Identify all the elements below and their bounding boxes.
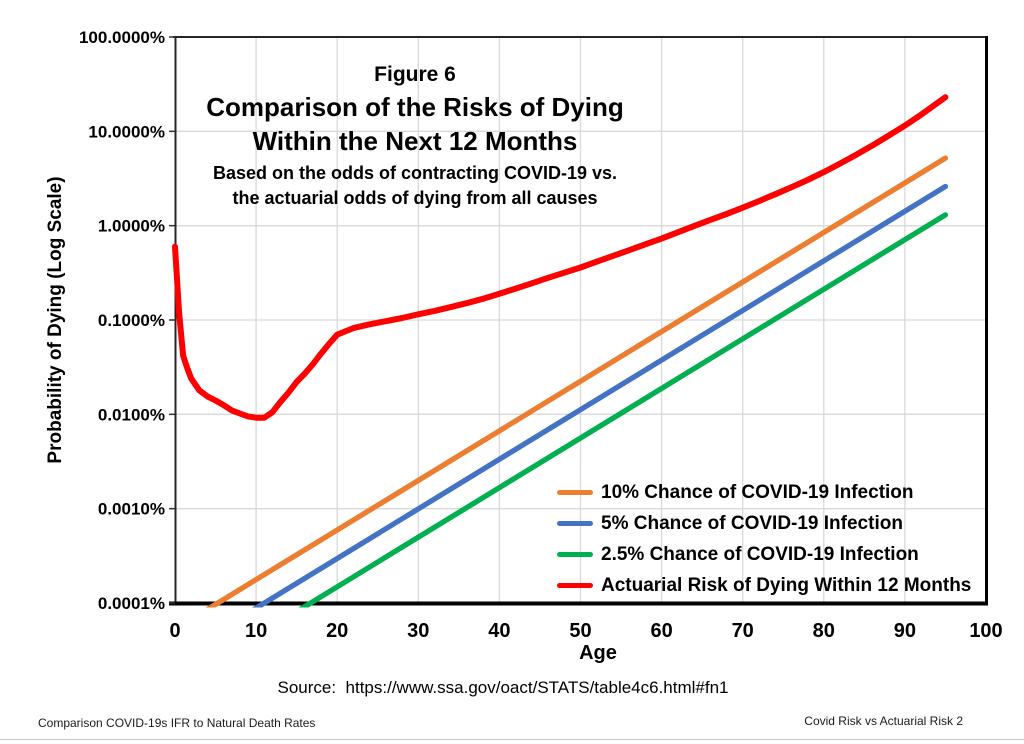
y-tick-label: 10.0000% [88, 122, 165, 141]
x-tick-label: 40 [488, 620, 510, 642]
source-citation: Source: https://www.ssa.gov/oact/STATS/t… [277, 678, 729, 697]
footer-right-label: Covid Risk vs Actuarial Risk 2 [804, 714, 963, 728]
slide-bottom-border [0, 739, 1024, 740]
y-tick-label: 0.1000% [98, 311, 165, 330]
legend-item-1: 5% Chance of COVID-19 Infection [557, 508, 971, 539]
legend-swatch-icon [557, 489, 593, 496]
x-tick-labels: 0 10 20 30 40 50 60 70 80 90 100 [169, 620, 1002, 642]
footer-left-label: Comparison COVID-19s IFR to Natural Deat… [38, 716, 316, 730]
legend-swatch-icon [557, 520, 593, 527]
y-tick-label: 0.0010% [98, 500, 165, 519]
chart-subtitle-line-2: the actuarial odds of dying from all cau… [232, 188, 598, 208]
x-tick-label: 80 [813, 620, 835, 642]
y-tick-label: 0.0100% [98, 405, 165, 424]
x-tick-label: 60 [650, 620, 672, 642]
chart-legend: 10% Chance of COVID-19 Infection 5% Chanc… [557, 477, 971, 601]
series-line-2 [298, 212, 949, 608]
y-tick-label: 100.0000% [79, 28, 165, 47]
y-axis-title: Probability of Dying (Log Scale) [45, 176, 66, 464]
figure-number: Figure 6 [374, 63, 456, 86]
x-tick-label: 0 [169, 620, 180, 642]
legend-label: 10% Chance of COVID-19 Infection [601, 481, 914, 503]
y-tick-labels: 100.0000% 10.0000% 1.0000% 0.1000% 0.0100% 0.… [79, 28, 165, 613]
x-tick-label: 10 [245, 620, 267, 642]
x-tick-label: 30 [407, 620, 429, 642]
x-tick-label: 20 [326, 620, 348, 642]
legend-item-2: 2.5% Chance of COVID-19 Infection [557, 539, 971, 570]
legend-label: 2.5% Chance of COVID-19 Infection [601, 543, 919, 565]
chart-title-block: Figure 6 Comparison of the Risks of Dyin… [160, 62, 670, 211]
legend-label: Actuarial Risk of Dying Within 12 Months [601, 574, 972, 596]
x-tick-label: 70 [732, 620, 754, 642]
y-tick-label: 0.0001% [98, 594, 165, 613]
legend-label: 5% Chance of COVID-19 Infection [601, 512, 903, 534]
x-axis-title: Age [579, 642, 617, 664]
chart-subtitle-line-1: Based on the odds of contracting COVID-1… [212, 163, 618, 183]
y-tick-label: 1.0000% [98, 217, 165, 236]
legend-swatch-icon [557, 551, 593, 558]
plot-frame [169, 36, 988, 606]
y-axis-ticks [169, 36, 175, 604]
x-tick-label: 50 [569, 620, 591, 642]
chart-title-line-1: Comparison of the Risks of Dying [206, 92, 624, 122]
legend-item-3: Actuarial Risk of Dying Within 12 Months [557, 570, 971, 601]
legend-item-0: 10% Chance of COVID-19 Infection [557, 477, 971, 508]
series-line-0 [205, 155, 949, 608]
legend-swatch-icon [557, 582, 593, 589]
series-line-1 [251, 183, 949, 608]
x-tick-label: 100 [969, 620, 1002, 642]
chart-title-line-2: Within the Next 12 Months [252, 126, 578, 156]
x-tick-label: 90 [894, 620, 916, 642]
series-line-3 [172, 94, 949, 421]
gridlines [175, 37, 986, 603]
